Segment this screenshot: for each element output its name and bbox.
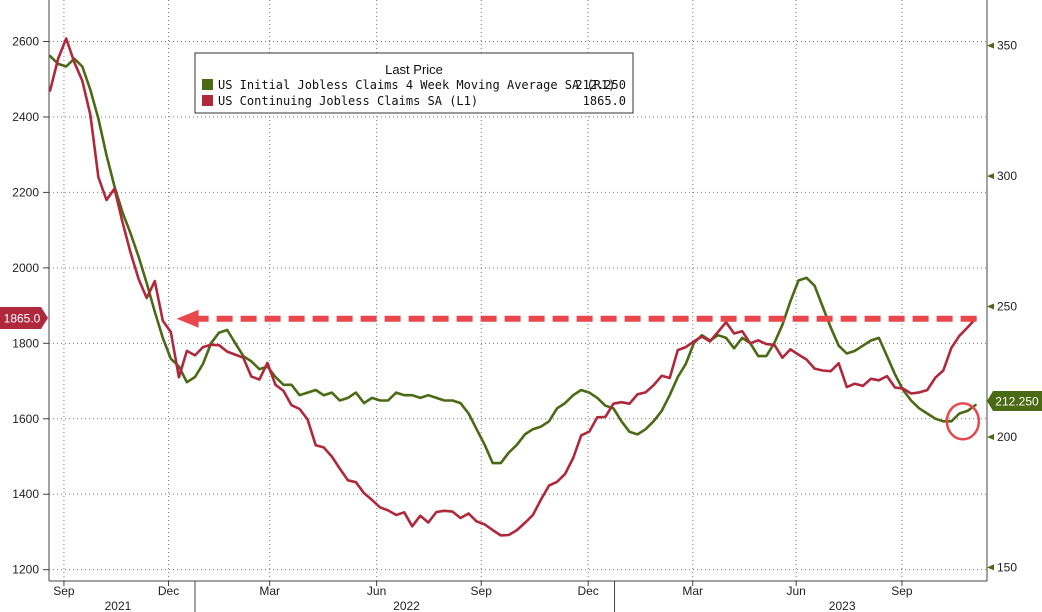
left-tick-label: 2600	[12, 35, 39, 49]
series-lines	[48, 37, 977, 537]
x-tick-label: Sep	[891, 584, 913, 598]
right-tick-label: 300	[997, 169, 1017, 183]
legend-value-initial-claims: 212.250	[575, 78, 626, 92]
right-tick-mark	[987, 42, 994, 49]
tag-right-initial-claims-value: 212.250	[995, 395, 1039, 409]
x-year-label: 2022	[393, 599, 420, 612]
left-tick-label: 1200	[12, 563, 39, 577]
x-tick-label: Dec	[577, 584, 598, 598]
legend-swatch-continuing-claims	[202, 95, 213, 106]
legend-label-continuing-claims: US Continuing Jobless Claims SA (L1)	[218, 94, 478, 108]
reference-arrowhead	[176, 309, 199, 328]
left-axis: 1200 1400 1600 1800 2000 2200 2400 2600	[12, 35, 49, 577]
right-tick-mark	[987, 433, 994, 440]
x-year-label: 2021	[105, 599, 132, 612]
left-tick-label: 2200	[12, 185, 39, 199]
highlight-circle	[945, 402, 981, 441]
legend: Last Price US Initial Jobless Claims 4 W…	[194, 52, 634, 114]
right-tick-mark	[987, 564, 994, 571]
tag-left-continuing-claims-value: 1865.0	[4, 312, 41, 326]
right-tick-label: 350	[997, 39, 1017, 53]
x-tick-label: Mar	[259, 584, 280, 598]
highlight-ellipse	[945, 402, 981, 441]
x-year-label: 2023	[829, 599, 856, 612]
tag-left-continuing-claims	[0, 307, 48, 329]
x-tick-label: Jun	[787, 584, 806, 598]
tag-right-initial-claims	[987, 391, 1042, 411]
right-tick-label: 150	[997, 560, 1017, 574]
right-axis: 150 200 250 300 350	[987, 39, 1017, 574]
last-value-tags: 1865.0 212.250	[0, 307, 1042, 411]
legend-value-continuing-claims: 1865.0	[583, 94, 626, 108]
axis-frame	[48, 0, 988, 582]
left-tick-label: 1400	[12, 487, 39, 501]
reference-line	[176, 309, 982, 328]
x-tick-label: Sep	[53, 584, 75, 598]
line-initial-claims	[48, 54, 977, 465]
right-tick-mark	[987, 303, 994, 310]
x-tick-label: Sep	[471, 584, 493, 598]
legend-swatch-initial-claims	[202, 79, 213, 90]
legend-label-initial-claims: US Initial Jobless Claims 4 Week Moving …	[218, 78, 615, 92]
legend-box	[194, 52, 634, 114]
grid-lines	[49, 0, 987, 581]
right-tick-mark	[987, 173, 994, 180]
x-tick-label: Jun	[367, 584, 386, 598]
left-tick-label: 2400	[12, 110, 39, 124]
left-tick-label: 1800	[12, 336, 39, 350]
x-axis: Sep Dec Mar Jun Sep Dec Mar Jun Sep 2021 2022 2023	[53, 581, 913, 612]
x-tick-label: Mar	[682, 584, 703, 598]
left-tick-label: 1600	[12, 412, 39, 426]
legend-title: Last Price	[385, 62, 443, 77]
left-tick-label: 2000	[12, 261, 39, 275]
right-tick-label: 200	[997, 430, 1017, 444]
line-continuing-claims	[48, 37, 977, 537]
x-tick-label: Dec	[158, 584, 179, 598]
right-tick-label: 250	[997, 300, 1017, 314]
